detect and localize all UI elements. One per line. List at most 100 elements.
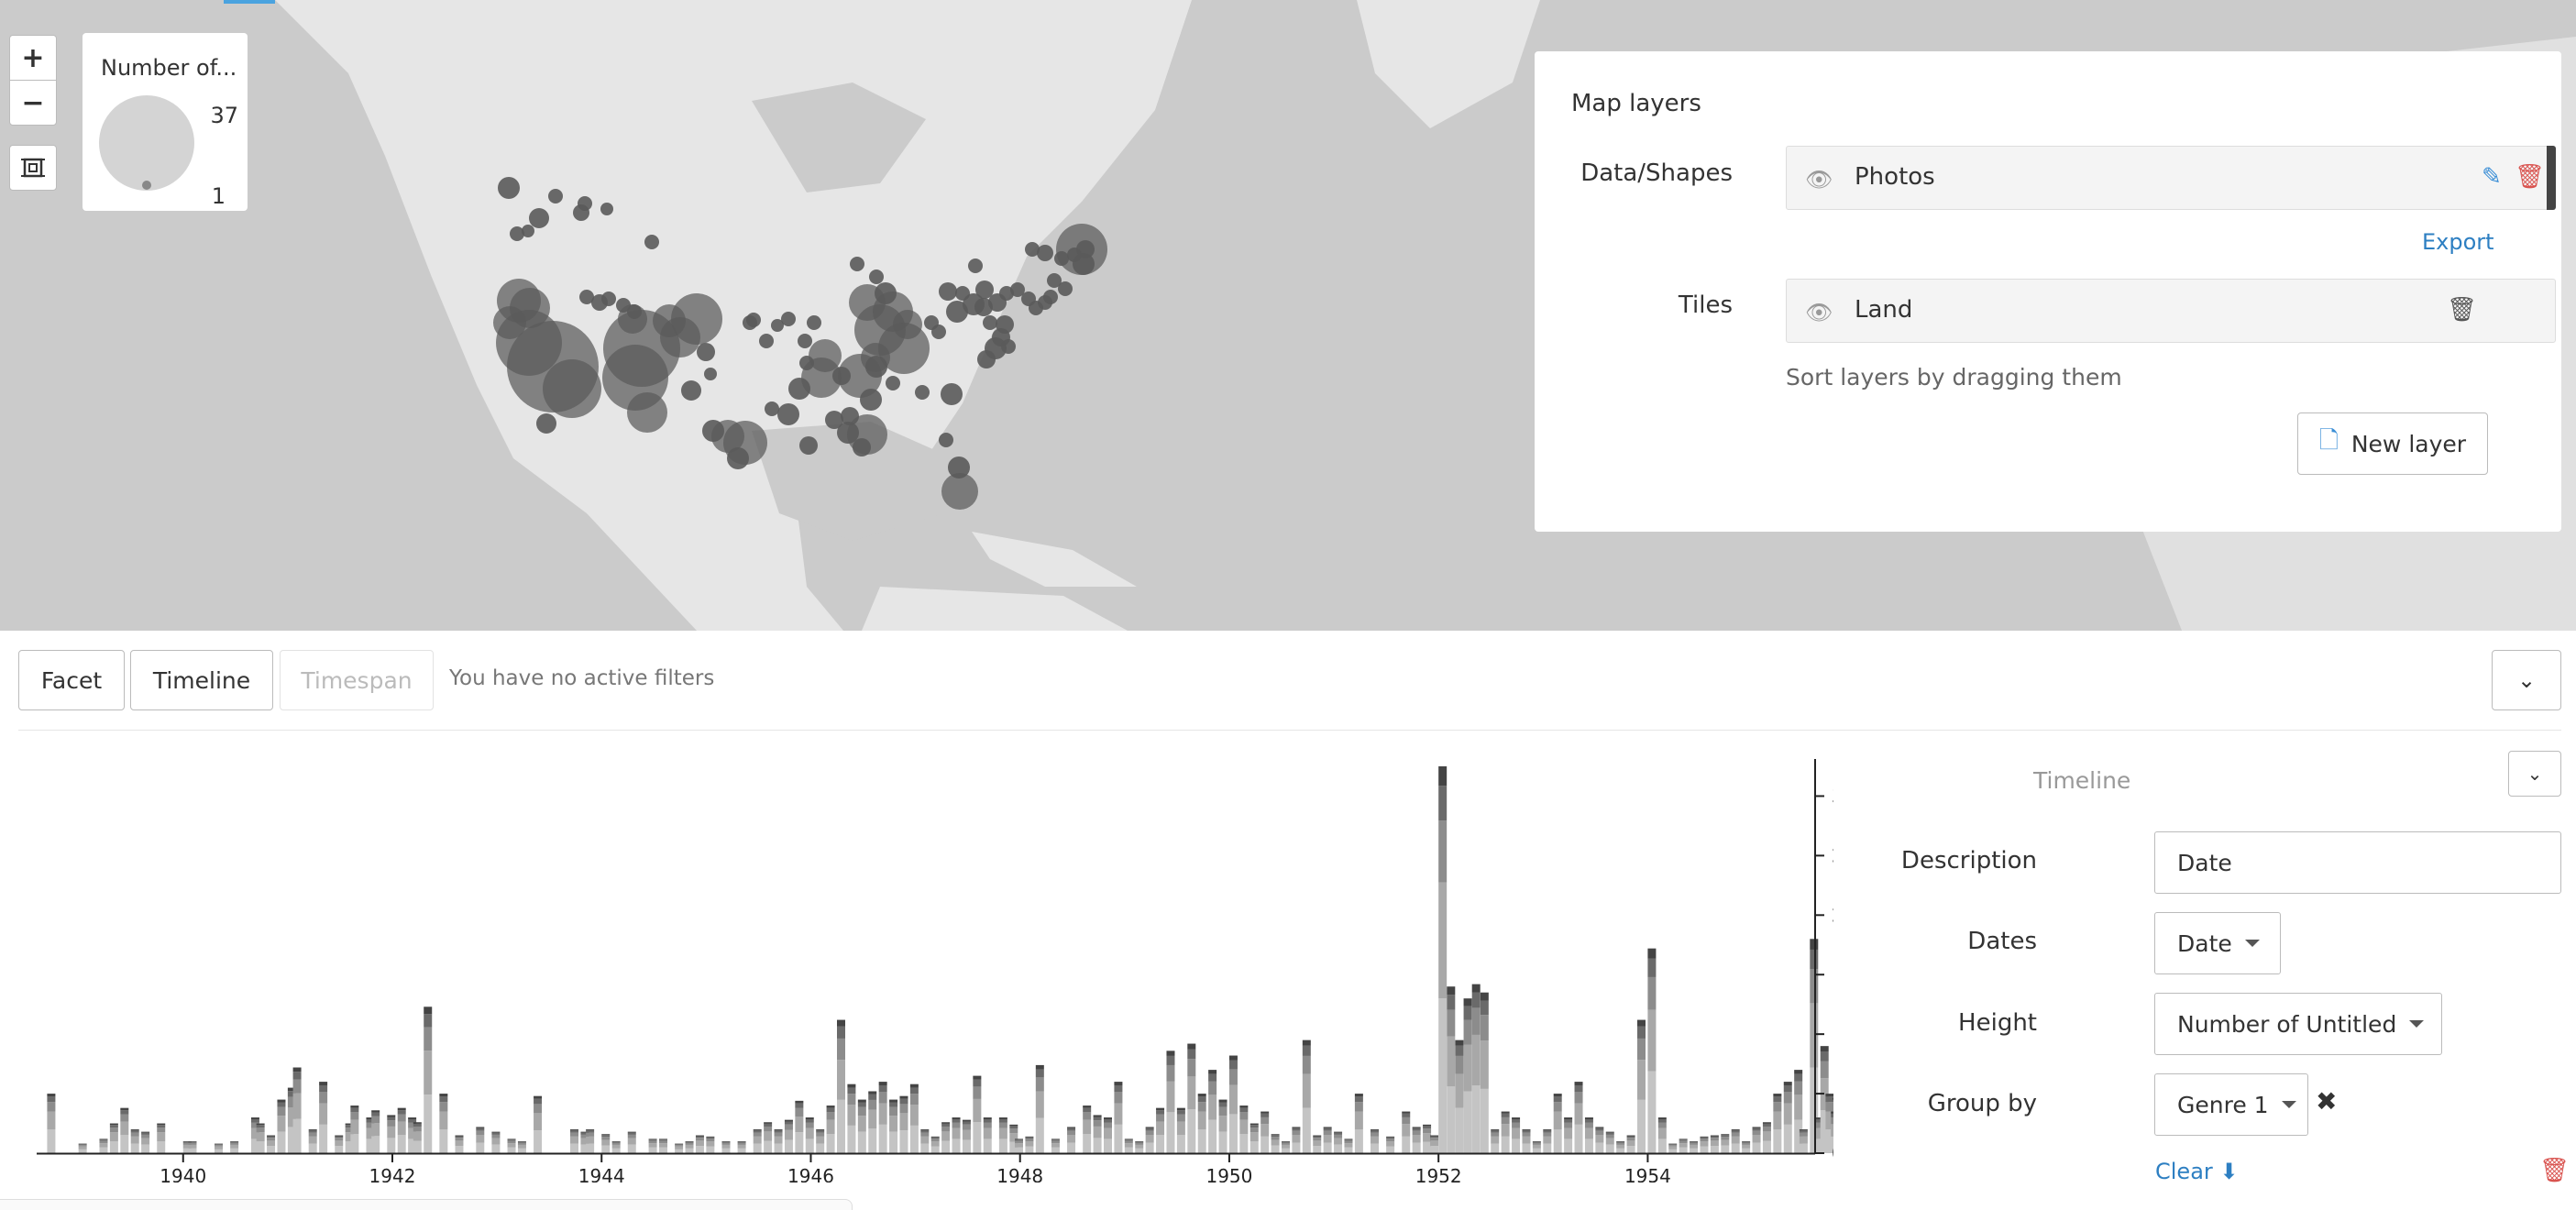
timeline-bar-segment[interactable]: [695, 1140, 704, 1147]
timeline-bar-segment[interactable]: [491, 1131, 501, 1133]
timeline-bar-segment[interactable]: [1386, 1146, 1395, 1153]
map-bubble[interactable]: [529, 208, 549, 228]
map-bubble[interactable]: [579, 290, 594, 304]
timeline-bar-segment[interactable]: [99, 1140, 108, 1144]
timeline-bar-segment[interactable]: [1249, 1123, 1259, 1126]
timeline-bar-segment[interactable]: [1176, 1110, 1185, 1115]
timeline-bar-segment[interactable]: [1260, 1111, 1270, 1114]
timeline-bar-segment[interactable]: [878, 1124, 887, 1153]
timeline-bar-segment[interactable]: [1104, 1128, 1112, 1139]
timeline-bar-segment[interactable]: [1260, 1124, 1270, 1137]
timeline-bar-segment[interactable]: [1679, 1138, 1688, 1140]
photo-bubbles[interactable]: [493, 177, 1107, 510]
timeline-bar-segment[interactable]: [1501, 1136, 1510, 1153]
timeline-bar-segment[interactable]: [215, 1146, 223, 1150]
timeline-bar-segment[interactable]: [878, 1082, 887, 1085]
timeline-bar-segment[interactable]: [1313, 1140, 1322, 1147]
timeline-bar-segment[interactable]: [695, 1146, 704, 1153]
export-link[interactable]: Export: [2422, 229, 2494, 255]
timeline-bar-segment[interactable]: [1512, 1117, 1521, 1119]
zoom-out-button[interactable]: −: [9, 80, 57, 126]
timeline-bar-segment[interactable]: [721, 1141, 731, 1143]
timeline-bar-segment[interactable]: [930, 1138, 940, 1142]
timeline-bar-segment[interactable]: [1799, 1136, 1808, 1144]
timeline-bar-segment[interactable]: [1035, 1091, 1044, 1118]
map-bubble[interactable]: [601, 292, 616, 306]
timeline-bar-segment[interactable]: [1815, 1138, 1823, 1153]
timeline-bar-segment[interactable]: [1156, 1121, 1165, 1136]
timeline-bar-segment[interactable]: [889, 1102, 898, 1107]
timeline-bar-segment[interactable]: [1668, 1143, 1678, 1145]
timeline-bar-segment[interactable]: [109, 1132, 118, 1142]
timeline-bar-segment[interactable]: [737, 1141, 746, 1142]
timeline-bar-segment[interactable]: [1773, 1094, 1782, 1097]
timeline-bar-segment[interactable]: [685, 1142, 694, 1145]
timeline-bar-segment[interactable]: [256, 1141, 265, 1153]
map-bubble[interactable]: [878, 323, 930, 374]
timeline-bar-segment[interactable]: [601, 1145, 611, 1153]
timeline-bar-segment[interactable]: [1104, 1117, 1112, 1119]
timeline-bar-segment[interactable]: [1616, 1144, 1625, 1149]
timeline-bar-segment[interactable]: [335, 1135, 344, 1137]
timeline-bar-segment[interactable]: [277, 1099, 286, 1103]
timeline-bar-segment[interactable]: [1025, 1138, 1034, 1142]
timeline-bar-segment[interactable]: [1412, 1142, 1421, 1153]
timeline-bar-segment[interactable]: [909, 1084, 919, 1088]
timeline-bar-segment[interactable]: [1260, 1116, 1270, 1125]
timeline-bar-segment[interactable]: [611, 1141, 621, 1143]
map-bubble[interactable]: [799, 436, 818, 455]
timeline-bar-segment[interactable]: [1647, 976, 1657, 1010]
clear-link[interactable]: Clear ⬇: [2155, 1159, 2239, 1184]
timeline-bar-segment[interactable]: [1471, 1034, 1481, 1086]
timeline-bar-segment[interactable]: [805, 1128, 814, 1139]
timeline-bar-segment[interactable]: [1035, 1117, 1044, 1153]
timeline-bar-segment[interactable]: [1710, 1138, 1719, 1141]
timeline-bar-segment[interactable]: [1491, 1130, 1500, 1133]
timeline-bar-segment[interactable]: [973, 1098, 982, 1123]
timeline-bar-segment[interactable]: [1271, 1134, 1280, 1136]
timeline-bar-segment[interactable]: [1114, 1091, 1123, 1104]
timeline-bar-segment[interactable]: [753, 1143, 762, 1153]
timeline-bar-segment[interactable]: [1145, 1135, 1154, 1143]
timeline-bar-segment[interactable]: [1564, 1118, 1573, 1123]
timeline-bar-segment[interactable]: [920, 1132, 930, 1137]
timeline-bar-segment[interactable]: [784, 1139, 793, 1153]
timeline-bar-segment[interactable]: [1438, 786, 1448, 821]
timeline-bar-segment[interactable]: [507, 1143, 516, 1148]
timeline-bar-segment[interactable]: [424, 1050, 433, 1095]
timeline-bar-segment[interactable]: [816, 1130, 825, 1133]
timeline-bar-segment[interactable]: [1543, 1143, 1552, 1153]
timeline-bar-segment[interactable]: [570, 1143, 578, 1153]
timeline-bar-segment[interactable]: [1762, 1126, 1771, 1132]
timeline-bar-segment[interactable]: [580, 1131, 589, 1133]
timeline-bar-segment[interactable]: [1532, 1141, 1541, 1142]
timeline-bar-segment[interactable]: [1260, 1113, 1270, 1117]
timeline-bar-segment[interactable]: [753, 1130, 762, 1133]
timeline-bar-segment[interactable]: [1480, 1088, 1489, 1153]
timeline-bar-segment[interactable]: [120, 1114, 129, 1122]
timeline-bar-segment[interactable]: [1463, 1091, 1472, 1153]
timeline-bar-segment[interactable]: [1773, 1129, 1782, 1153]
timeline-bar-segment[interactable]: [1831, 1116, 1833, 1125]
timeline-bar-segment[interactable]: [706, 1138, 715, 1142]
timeline-bar-segment[interactable]: [1015, 1139, 1023, 1141]
timeline-bar-segment[interactable]: [1067, 1142, 1076, 1153]
timeline-bar-segment[interactable]: [1799, 1132, 1808, 1137]
timeline-bar-segment[interactable]: [308, 1129, 317, 1131]
timeline-bar-segment[interactable]: [1605, 1134, 1614, 1138]
timeline-bar-segment[interactable]: [1810, 939, 1819, 950]
timeline-bar-segment[interactable]: [1831, 1136, 1833, 1153]
timeline-bar-segment[interactable]: [1015, 1140, 1023, 1144]
timeline-bar-segment[interactable]: [1721, 1139, 1730, 1146]
timeline-bar-segment[interactable]: [611, 1141, 621, 1142]
timeline-bar-segment[interactable]: [721, 1144, 731, 1149]
map-bubble[interactable]: [771, 319, 784, 332]
timeline-bar-segment[interactable]: [1249, 1128, 1259, 1133]
timeline-bar-segment[interactable]: [109, 1123, 118, 1126]
timeline-bar-segment[interactable]: [1104, 1122, 1112, 1128]
timeline-bar-segment[interactable]: [1616, 1141, 1625, 1142]
timeline-bar-segment[interactable]: [335, 1146, 344, 1153]
timeline-bar-segment[interactable]: [1124, 1138, 1133, 1140]
timeline-bar-segment[interactable]: [878, 1103, 887, 1125]
timeline-bar-segment[interactable]: [1626, 1146, 1635, 1153]
